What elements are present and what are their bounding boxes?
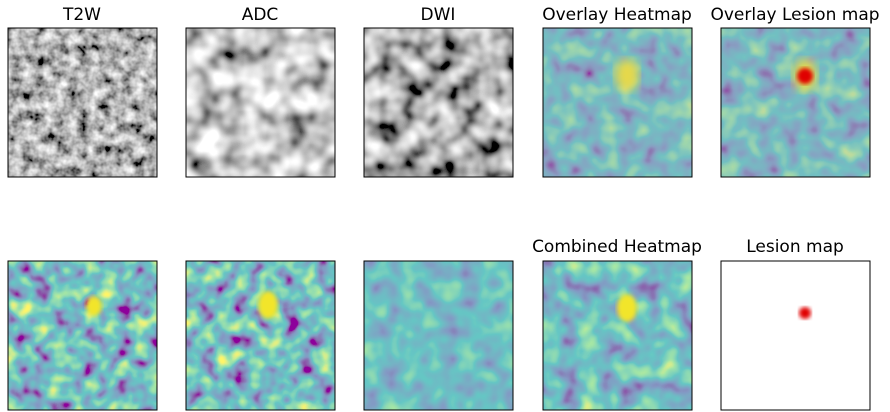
panel-t2w: T2W — [8, 5, 157, 177]
hotspot — [258, 291, 278, 319]
image — [543, 261, 692, 410]
overlay — [721, 28, 870, 177]
panel-title: DWI — [421, 5, 456, 25]
image — [186, 28, 335, 177]
panel-title: Lesion map — [746, 237, 844, 257]
image — [721, 261, 870, 410]
panel-overlay-lesion: Overlay Lesion map — [710, 5, 879, 177]
panel-overlay-heatmap: Overlay Heatmap — [542, 5, 692, 177]
image — [186, 261, 335, 410]
image — [8, 28, 157, 177]
lesion — [799, 307, 811, 319]
panel-lesion-map: Lesion map — [721, 237, 870, 410]
panel-title: T2W — [62, 5, 101, 25]
panel-combined-heatmap: Combined Heatmap — [532, 237, 702, 410]
image — [364, 261, 513, 410]
panel-title: ADC — [242, 5, 279, 25]
hotspot — [615, 59, 639, 91]
image — [364, 28, 513, 177]
panel-heat-adc — [186, 261, 335, 410]
panel-title: Overlay Heatmap — [542, 5, 692, 25]
lesion — [797, 68, 813, 84]
overlay — [543, 28, 692, 177]
panel-dwi: DWI — [364, 5, 513, 177]
panel-adc: ADC — [186, 5, 335, 177]
panel-title: Overlay Lesion map — [710, 5, 879, 25]
panel-heat-dwi — [364, 261, 513, 410]
figure: T2W ADC DWI Overlay Heatmap Overlay Lesi… — [0, 0, 890, 412]
hotspot — [86, 296, 102, 316]
hotspot — [617, 294, 637, 322]
image — [8, 261, 157, 410]
panel-heat-t2w — [8, 261, 157, 410]
panel-title: Combined Heatmap — [532, 237, 702, 257]
